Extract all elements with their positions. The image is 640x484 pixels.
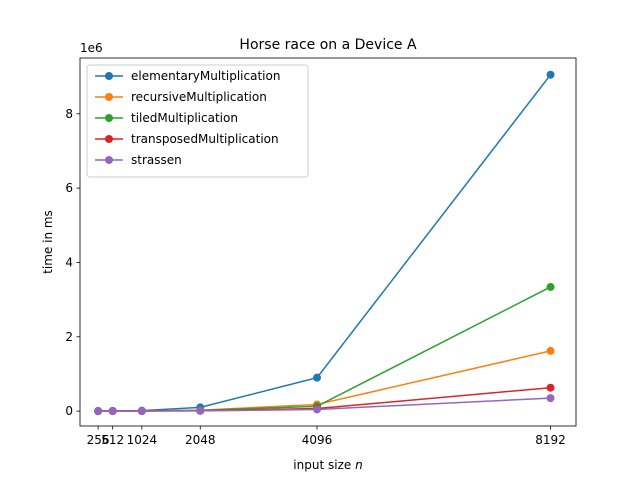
x-tick-label: 1024 (127, 433, 158, 447)
legend-marker (105, 135, 113, 143)
y-tick-label: 6 (65, 181, 73, 195)
x-tick-label: 256 (87, 433, 110, 447)
data-point (546, 346, 555, 355)
x-tick-label: 2048 (185, 433, 216, 447)
data-point (313, 405, 322, 414)
chart-title: Horse race on a Device A (239, 37, 417, 53)
data-point (313, 373, 322, 382)
x-axis-title-text: input size (293, 458, 351, 472)
y-tick-label: 0 (65, 404, 73, 418)
y-offset-label: 1e6 (80, 41, 103, 55)
legend-label: strassen (131, 153, 182, 167)
data-point (108, 407, 117, 416)
x-axis-title: input size n (293, 458, 362, 472)
legend-box (86, 64, 309, 178)
legend-marker (105, 156, 113, 164)
legend-marker (105, 114, 113, 122)
series-line (98, 386, 551, 412)
x-tick-label: 4096 (302, 433, 333, 447)
x-tick-label: 512 (101, 433, 124, 447)
data-point (94, 407, 103, 416)
legend-label: tiledMultiplication (131, 111, 238, 125)
y-tick-label: 2 (65, 330, 73, 344)
legend-label: transposedMultiplication (131, 132, 279, 146)
legend-marker (105, 72, 113, 80)
y-tick-label: 4 (65, 255, 73, 269)
data-point (196, 406, 205, 415)
series-line (98, 286, 551, 412)
data-point (137, 407, 146, 416)
x-axis-title-var: n (355, 458, 363, 472)
data-point (546, 394, 555, 403)
legend-label: elementaryMultiplication (131, 69, 280, 83)
plot-frame (79, 57, 577, 427)
data-point (546, 70, 555, 79)
y-tick-label: 8 (65, 107, 73, 121)
data-point (546, 282, 555, 291)
legend-marker (105, 93, 113, 101)
x-tick-label: 8192 (535, 433, 566, 447)
data-point (546, 383, 555, 392)
y-axis-title: time in ms (41, 210, 55, 274)
legend-label: recursiveMultiplication (131, 90, 267, 104)
